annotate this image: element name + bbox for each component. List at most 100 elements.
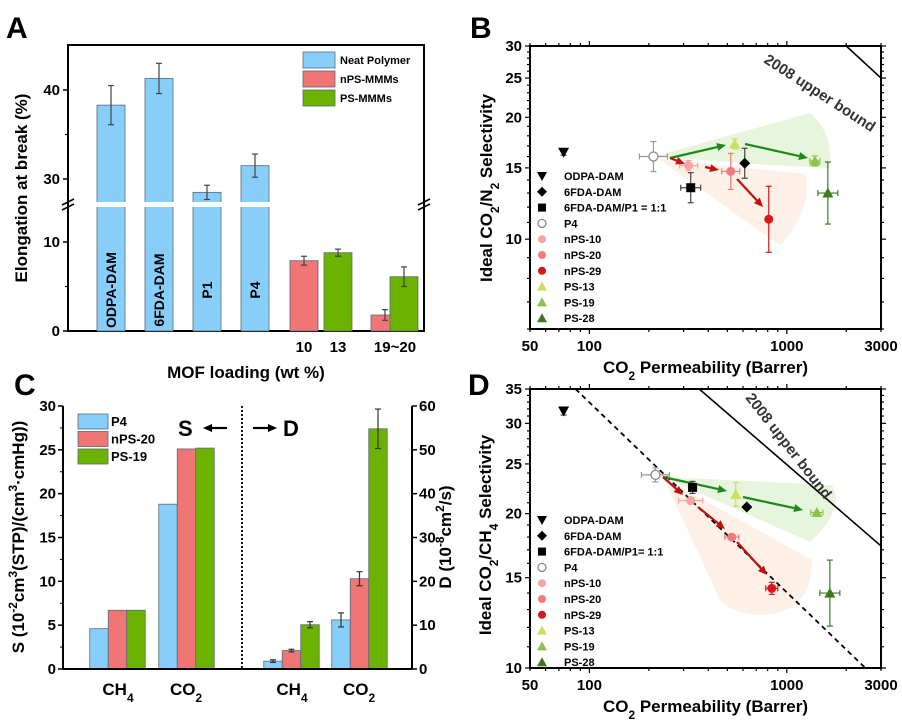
- y-right-axis-label-part: /s): [436, 485, 455, 505]
- nps-arrow-shaft: [697, 506, 719, 525]
- x-axis-label-part: CO: [603, 697, 629, 716]
- ps-trend-region: [653, 113, 831, 168]
- nps-arrow-shaft: [736, 541, 762, 570]
- legend-label: 6FDA-DAM: [564, 531, 621, 543]
- y-right-axis-label-part: D (10: [436, 547, 455, 589]
- y-axis-label: Ideal CO2/N2 Selectivity: [477, 93, 502, 282]
- bar-d-ps-19-co2: [368, 428, 388, 670]
- y-right-tick-label: 50: [419, 442, 436, 459]
- x-category-label-part: CO: [170, 680, 196, 699]
- y-right-tick-label: 10: [419, 617, 436, 634]
- ps-arrow-shaft: [669, 145, 718, 160]
- bar-s-nps-20-co2: [176, 448, 197, 670]
- x-tick-label: 100: [577, 677, 602, 694]
- data-point-odpa-dam: [558, 147, 570, 158]
- nps-arrow-head: [715, 520, 725, 529]
- bar-neat-polymer-3: [240, 165, 270, 332]
- y-axis-label-part: Selectivity: [477, 93, 496, 182]
- legend-label: nPS-29: [564, 266, 601, 278]
- legend-marker: [538, 266, 546, 275]
- nps-arrow-shaft: [736, 178, 758, 202]
- data-point-nps-10: [684, 161, 694, 171]
- bar-ps-mmms-5: [323, 252, 353, 332]
- y-axis-label-part: Selectivity: [476, 434, 495, 523]
- y-axis-label-part: /: [477, 201, 496, 206]
- bar-neat-polymer-2: [192, 191, 222, 332]
- data-point-6fda-dam: [739, 157, 751, 169]
- legend-label: PS-28: [564, 657, 595, 669]
- legend-label: 6FDA-DAM/P1= 1:1: [564, 547, 663, 559]
- x-tick-label: 100: [577, 338, 602, 355]
- x-tick-label: 50: [522, 677, 539, 694]
- data-point-p4: [650, 469, 661, 481]
- data-point-6fda-dam-p1-1-1: [688, 482, 698, 492]
- y-right-axis-label-part: -8: [433, 536, 447, 547]
- y-axis-label-part: Ideal: [477, 239, 496, 282]
- y-left-axis-label-part: (STP)/(cm: [9, 492, 28, 571]
- legend-label: nPS-20: [564, 250, 601, 262]
- legend-label: ODPA-DAM: [564, 515, 624, 527]
- x-category-label-part: 4: [127, 691, 134, 705]
- y-axis-label: Ideal CO2/CH4 Selectivity: [476, 434, 501, 635]
- ps-arrow-head: [716, 143, 726, 151]
- y-axis-label-part: CH: [476, 530, 495, 555]
- s-annotation: S: [178, 416, 193, 441]
- data-point-nps-20: [726, 166, 736, 176]
- legend-marker: [537, 516, 547, 525]
- legend-label: PS-13: [564, 626, 595, 638]
- x-category-label-part: CO: [343, 680, 369, 699]
- legend-marker: [538, 579, 546, 588]
- legend-swatch: [77, 431, 109, 447]
- y-axis-label-part: CO: [476, 566, 495, 592]
- legend-label: PS-13: [564, 282, 595, 294]
- nps-arrow-shaft: [704, 165, 711, 170]
- legend-label: nPS-20: [111, 432, 155, 447]
- legend-label: PS-19: [564, 641, 595, 653]
- data-point-6fda-dam-p1-1-1: [686, 183, 696, 193]
- bar-label-p1: P1: [199, 281, 215, 298]
- y-axis-label-part: Ideal: [476, 592, 495, 635]
- legend-label: 6FDA-DAM/P1 = 1:1: [564, 203, 666, 215]
- y-right-tick-label: 60: [419, 398, 436, 415]
- y-left-tick-label: 20: [39, 486, 56, 503]
- axis-break-gap: [69, 202, 423, 207]
- bar-s-nps-20-ch4: [107, 609, 128, 670]
- legend-label: nPS-MMMs: [340, 74, 399, 86]
- legend-marker: [537, 297, 547, 307]
- x-axis-label: MOF loading (wt %): [167, 363, 325, 382]
- legend-marker: [538, 203, 546, 212]
- legend-label: nPS-20: [564, 594, 601, 606]
- trade-off-dashed-line: [574, 388, 866, 669]
- bar-s-ps-19-ch4: [126, 609, 146, 670]
- y-tick-label: 20: [505, 506, 522, 523]
- legend-marker: [537, 530, 547, 541]
- data-point-ps-19: [811, 507, 823, 518]
- y-left-axis-label-part: cm: [9, 578, 28, 603]
- x-tick-label: 3000: [864, 677, 897, 694]
- upper-bound-line: [698, 388, 882, 547]
- legend-swatch: [302, 51, 336, 69]
- y-left-tick-label: 30: [39, 398, 56, 415]
- x-category-label-part: CH: [276, 680, 301, 699]
- y-tick-label: 25: [505, 456, 522, 473]
- ps-arrow-shaft: [742, 495, 795, 510]
- axis-break-mark: [61, 198, 75, 206]
- y-axis-label-part: 4: [487, 523, 501, 530]
- y-right-axis-label-part: cm: [436, 512, 455, 537]
- bar-label-6fda-dam: 6FDA-DAM: [151, 253, 167, 326]
- legend-swatch: [302, 70, 336, 88]
- data-point-ps-13: [730, 488, 742, 499]
- axis-break-mark: [61, 203, 75, 211]
- data-point-6fda-dam: [741, 501, 753, 513]
- y-tick-label: 30: [505, 415, 522, 432]
- y-tick-label: 30: [43, 171, 60, 188]
- y-right-tick-label: 30: [419, 530, 436, 547]
- legend-swatch: [77, 413, 109, 430]
- axis-break-mark: [417, 203, 431, 211]
- legend-marker: [537, 641, 547, 651]
- ps-arrow-head: [793, 504, 803, 513]
